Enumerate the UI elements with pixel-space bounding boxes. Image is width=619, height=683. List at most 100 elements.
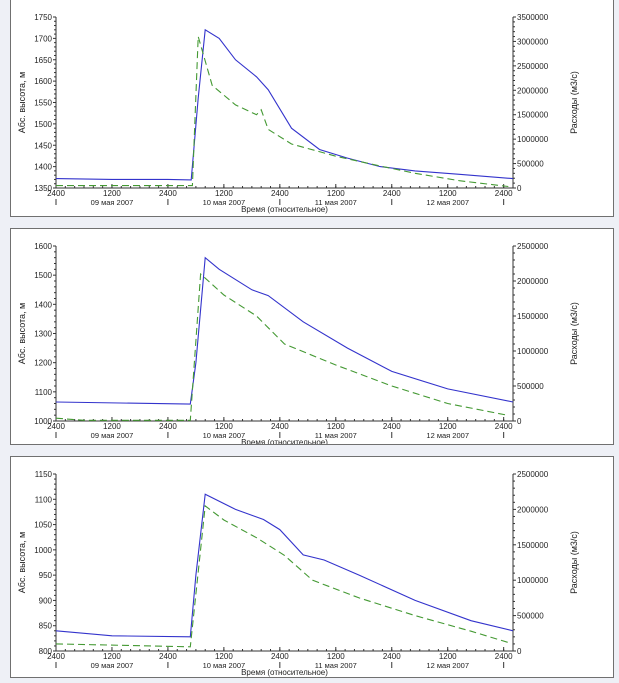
x-tick-label: 2400 (159, 652, 177, 661)
y-tick-label: 1100 (35, 388, 53, 397)
y2-axis-label: Расходы (м3/с) (569, 531, 579, 594)
x-tick-label: 2400 (271, 422, 289, 431)
y2-tick-label: 1500000 (517, 312, 549, 321)
y2-tick-label: 500000 (517, 382, 544, 391)
x-tick-label: 1200 (327, 422, 345, 431)
y2-tick-label: 2500000 (517, 470, 549, 479)
x-tick-label: 1200 (215, 422, 233, 431)
y2-tick-label: 500000 (517, 612, 544, 621)
series-discharge-line (55, 504, 509, 648)
x-tick-label: 1200 (439, 422, 457, 431)
chart-3: 800 850 900 950 1000 1050 1100 1150 0 500000 10000… (17, 470, 579, 677)
series-discharge-line (55, 272, 509, 421)
y-tick-label: 1200 (34, 359, 52, 368)
y2-axis-label: Расходы (м3/с) (569, 302, 579, 365)
y-tick-label: 1500 (34, 271, 52, 280)
chart-panel-1: 1350 1400 1450 1500 1550 1600 1650 1700 1750 0 500… (10, 0, 614, 217)
y2-tick-label: 2000000 (517, 505, 549, 514)
x-tick-label: 2400 (495, 189, 513, 198)
y-tick-label: 1650 (34, 56, 52, 65)
x-date-label: 10 мая 2007 (203, 661, 246, 670)
y-axis-label: Абс. высота, м (17, 532, 27, 593)
series-elevation-line (55, 256, 514, 405)
y2-tick-label: 2000000 (517, 86, 549, 95)
x-tick-label: 2400 (271, 189, 289, 198)
y2-axis-label: Расходы (м3/с) (569, 71, 579, 134)
y-tick-label: 950 (39, 571, 53, 580)
y-tick-label: 1350 (34, 184, 52, 193)
y-tick-label: 1000 (34, 546, 52, 555)
x-axis-label: Время (относительное) (241, 205, 328, 214)
x-tick-label: 1200 (103, 652, 121, 661)
series-elevation-line (55, 493, 514, 638)
y-tick-label: 1600 (34, 242, 52, 251)
y2-tick-label: 1000000 (517, 347, 549, 356)
y2-tick-label: 3500000 (517, 13, 549, 22)
x-date-label: 09 мая 2007 (91, 431, 134, 440)
y2-tick-label: 2500000 (517, 242, 549, 251)
x-tick-label: 2400 (47, 422, 65, 431)
x-tick-label: 2400 (271, 652, 289, 661)
series-elevation-line (55, 28, 514, 181)
x-tick-label: 1200 (327, 652, 345, 661)
y-axis-label: Абс. высота, м (17, 303, 27, 364)
x-date-label: 12 мая 2007 (426, 431, 469, 440)
y-axis-label: Абс. высота, м (17, 72, 27, 133)
y-tick-label: 1400 (34, 300, 52, 309)
y2-tick-label: 1500000 (517, 541, 549, 550)
y-tick-label: 1450 (34, 141, 52, 150)
y2-tick-label: 0 (517, 417, 522, 426)
x-date-label: 10 мая 2007 (203, 431, 246, 440)
y2-tick-label: 0 (517, 184, 522, 193)
x-tick-label: 1200 (103, 422, 121, 431)
x-tick-label: 1200 (439, 652, 457, 661)
y-tick-label: 1500 (34, 120, 52, 129)
chart-panel-2: 1000 1100 1200 1300 1400 1500 1600 0 500000 10000… (10, 228, 614, 447)
x-tick-label: 2400 (383, 189, 401, 198)
chart-1: 1350 1400 1450 1500 1550 1600 1650 1700 1750 0 500… (17, 13, 579, 214)
chart-panel-3: 800 850 900 950 1000 1050 1100 1150 0 500000 10000… (10, 456, 614, 678)
x-tick-label: 2400 (495, 422, 513, 431)
x-tick-label: 1200 (327, 189, 345, 198)
y2-tick-label: 1500000 (517, 111, 549, 120)
y-tick-label: 1300 (34, 330, 52, 339)
y-tick-label: 900 (39, 596, 53, 605)
y2-tick-label: 1000000 (517, 576, 549, 585)
x-tick-label: 2400 (159, 189, 177, 198)
x-tick-label: 2400 (47, 652, 65, 661)
x-tick-label: 1200 (215, 652, 233, 661)
x-tick-label: 2400 (47, 189, 65, 198)
x-axis-label: Время (относительное) (241, 438, 328, 444)
x-date-label: 12 мая 2007 (426, 198, 469, 207)
x-date-label: 12 мая 2007 (426, 661, 469, 670)
y2-tick-label: 1000000 (517, 135, 549, 144)
y-tick-label: 800 (39, 647, 53, 656)
x-date-label: 11 мая 2007 (315, 198, 357, 207)
y2-tick-label: 2500000 (517, 62, 549, 71)
x-tick-label: 2400 (495, 652, 513, 661)
y-tick-label: 1100 (35, 495, 53, 504)
x-tick-label: 2400 (159, 422, 177, 431)
x-axis-label: Время (относительное) (241, 668, 328, 677)
x-tick-label: 2400 (383, 422, 401, 431)
x-date-label: 11 мая 2007 (315, 661, 357, 670)
y-tick-label: 1050 (34, 521, 52, 530)
x-tick-label: 2400 (383, 652, 401, 661)
y2-tick-label: 3000000 (517, 37, 549, 46)
x-date-label: 09 мая 2007 (91, 661, 134, 670)
series-discharge-line (56, 36, 509, 188)
y-tick-label: 1750 (34, 13, 52, 22)
y-tick-label: 1150 (35, 470, 53, 479)
y-tick-label: 850 (39, 622, 53, 631)
y-tick-label: 1600 (34, 77, 52, 86)
y-tick-label: 1400 (34, 163, 52, 172)
y-tick-label: 1550 (34, 99, 52, 108)
y2-tick-label: 500000 (517, 160, 544, 169)
x-tick-label: 1200 (439, 189, 457, 198)
y2-tick-label: 0 (517, 647, 522, 656)
x-date-label: 09 мая 2007 (91, 198, 134, 207)
y2-tick-label: 2000000 (517, 277, 549, 286)
x-tick-label: 1200 (215, 189, 233, 198)
y-tick-label: 1700 (34, 34, 52, 43)
x-tick-label: 1200 (103, 189, 121, 198)
